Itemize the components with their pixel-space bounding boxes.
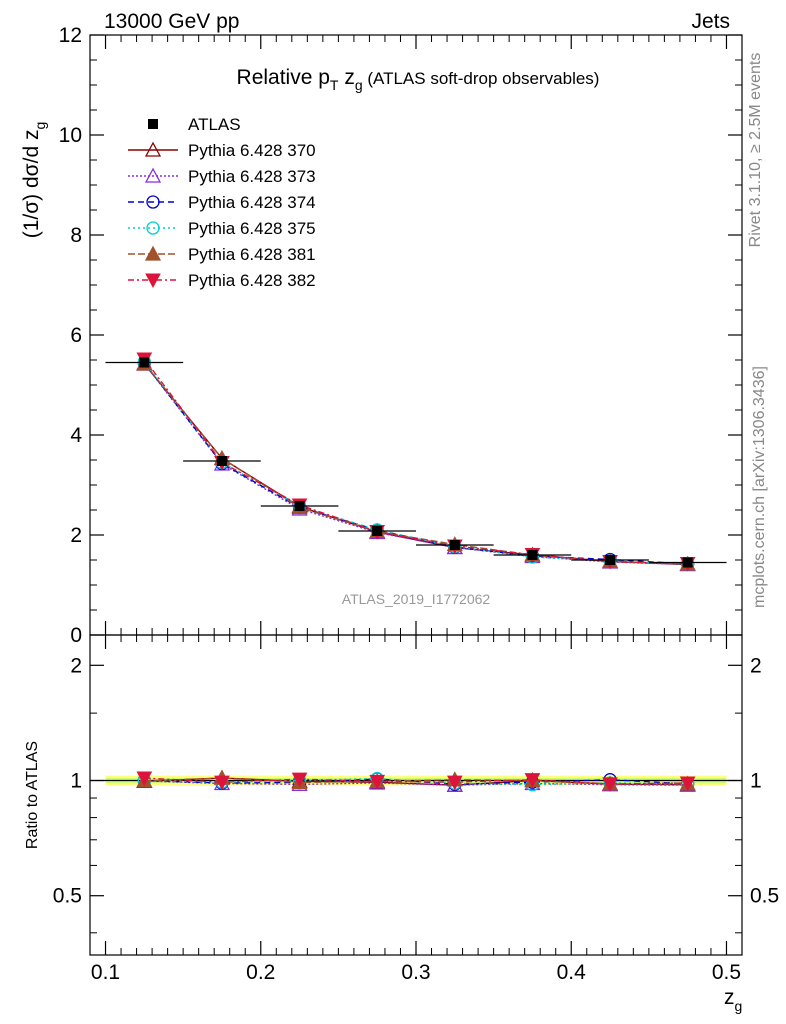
y-tick-label: 2 [70,524,82,547]
legend-label-5: Pythia 6.428 381 [188,245,316,264]
legend-label-4: Pythia 6.428 375 [188,219,316,238]
legend-marker-1 [144,141,162,157]
x-tick-label: 0.1 [91,961,120,984]
series-line-5 [143,363,688,565]
legend-label-3: Pythia 6.428 374 [188,193,316,212]
ratio-point-6 [291,772,308,788]
ratio-layer [136,769,696,792]
ratio-y-axis-label: Ratio to ATLAS [24,741,41,849]
data-point [449,540,460,550]
y-tick-label: 4 [70,424,82,447]
ratio-point-6 [524,773,541,788]
data-layer [105,357,727,568]
ratio-point-6 [214,775,230,791]
y-axis-label-main: (1/σ) dσ/d z [20,130,43,239]
x-tick-label: 0.4 [557,961,587,984]
ratio-tick-label-right: 0.5 [750,885,779,908]
y-axis-label: (1/σ) dσ/d zg [20,122,48,239]
data-point [682,557,693,568]
series-line-3 [143,362,688,565]
analysis-watermark: ATLAS_2019_I1772062 [342,591,491,607]
legend-marker-5 [144,245,162,261]
legend-label-6: Pythia 6.428 382 [188,271,316,290]
ratio-line-6 [144,777,688,785]
y-tick-label: 8 [70,224,82,247]
ratio-line-2 [144,780,688,786]
chart-title: Relative pT zg (ATLAS soft-drop observab… [237,66,600,93]
chart-title-prefix: Relative p [237,66,330,89]
y-tick-label: 6 [70,324,82,347]
y-tick-label: 12 [59,24,82,47]
chart-title-suffix: (ATLAS soft-drop observables) [363,69,600,88]
ratio-point-6 [369,774,386,790]
chart-title-sub1: T [330,77,339,93]
legend-marker-data [148,119,158,129]
header-process: 13000 GeV pp [104,10,239,33]
data-point [216,456,227,466]
ratio-tick-label: 2 [70,654,82,677]
legend-marker-2 [144,167,162,183]
chart-title-sub2: g [355,77,363,93]
x-axis-label-sub: g [735,998,743,1014]
ratio-point-6 [602,777,618,792]
x-tick-label: 0.5 [712,961,741,984]
legend: ATLAS Pythia 6.428 370 Pythia 6.428 373 Pyt… [128,115,316,290]
ratio-tick-label-right: 1 [750,770,762,793]
ratio-tick-label: 1 [70,770,82,793]
legend-label-1: Pythia 6.428 370 [188,141,316,160]
x-tick-label: 0.2 [246,961,275,984]
chart-title-mid: z [338,66,354,89]
legend-marker-4 [146,221,160,235]
legend-label-data: ATLAS [188,115,241,134]
y-tick-label: 0 [70,624,82,647]
data-point [372,526,383,536]
legend-label-2: Pythia 6.428 373 [188,167,316,186]
x-axis-label-main: z [724,986,735,1009]
ratio-tick-label-right: 2 [750,654,762,677]
data-point [605,555,616,565]
data-point [527,550,538,560]
data-point [139,357,150,368]
ratio-point-6 [136,771,153,787]
mcplots-reference-text: mcplots.cern.ch [arXiv:1306.3436] [751,366,768,608]
legend-marker-6 [145,273,161,289]
x-axis-label: zg [724,986,742,1014]
ratio-point-6 [679,776,696,792]
ratio-tick-label: 0.5 [53,885,82,908]
data-point [294,501,305,511]
rivet-version-text: Rivet 3.1.10, ≥ 2.5M events [747,53,764,248]
x-tick-label: 0.3 [401,961,430,984]
header-category: Jets [691,10,730,33]
y-tick-label: 10 [59,124,82,147]
y-axis-label-sub: g [32,122,48,130]
ratio-point-6 [446,775,463,791]
legend-marker-3 [146,195,160,209]
